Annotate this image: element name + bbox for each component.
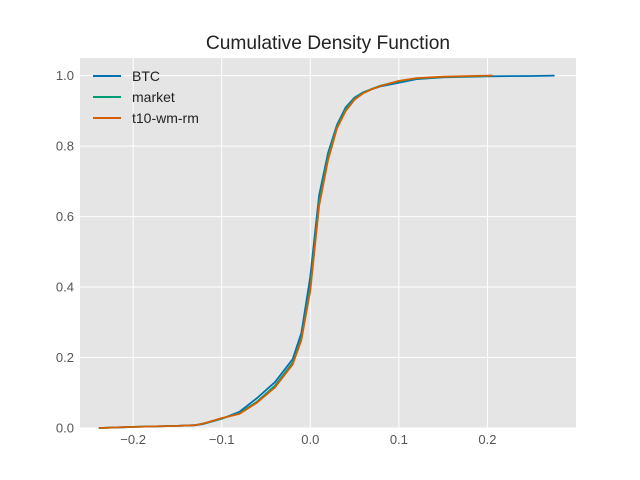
y-tick-label: 0.2 (56, 350, 74, 365)
y-tick-label: 0.0 (56, 421, 74, 436)
x-tick-label: 0.0 (301, 432, 319, 447)
legend-label-market: market (132, 89, 175, 105)
y-tick-label: 1.0 (56, 68, 74, 83)
tick-labels: −0.2 −0.1 0.0 0.1 0.2 0.0 0.2 0.4 0.6 0.8 1.0 (56, 68, 497, 447)
x-tick-label: −0.1 (209, 432, 235, 447)
chart-title: Cumulative Density Function (206, 33, 450, 54)
plot-area (80, 58, 576, 428)
x-tick-label: −0.2 (120, 432, 146, 447)
y-tick-label: 0.4 (56, 280, 74, 295)
series-line-t10-wm-rm (98, 74, 493, 429)
legend-label-t10-wm-rm: t10-wm-rm (132, 110, 199, 126)
y-tick-label: 0.8 (56, 139, 74, 154)
series-lines (98, 74, 555, 429)
legend: BTC market t10-wm-rm (93, 68, 199, 126)
legend-label-btc: BTC (132, 68, 160, 84)
y-tick-label: 0.6 (56, 209, 74, 224)
x-tick-label: 0.2 (478, 432, 496, 447)
x-tick-label: 0.1 (390, 432, 408, 447)
